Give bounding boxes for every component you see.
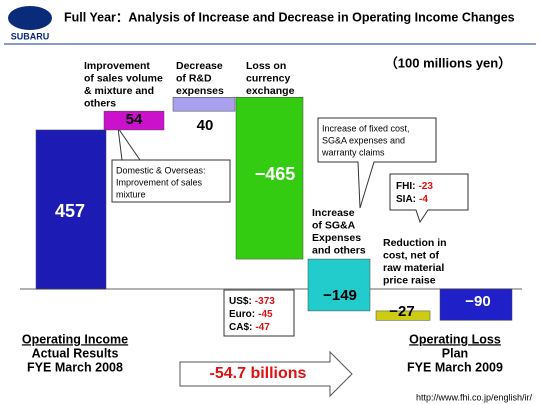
breakdown-name: FHI:	[396, 181, 415, 192]
category-label: of R&D	[176, 72, 212, 84]
category-label: expenses	[176, 85, 224, 97]
annotation: Improvement of sales	[116, 177, 203, 187]
bar	[375, 310, 431, 321]
category-label: Expenses	[312, 232, 361, 244]
category-label: currency	[246, 72, 291, 84]
category-label: Operating Loss	[409, 332, 501, 346]
breakdown: FHI: -23	[396, 181, 433, 192]
category-label: Increase	[312, 207, 355, 219]
category-label: FYE March 2009	[407, 360, 503, 374]
category-label: raw material	[383, 262, 444, 274]
logo-text: SUBARU	[11, 31, 50, 41]
change-label: -54.7 billions	[210, 365, 307, 382]
breakdown-name: US$:	[229, 296, 252, 307]
annotation: warranty claims	[321, 147, 385, 157]
unit: （100 millions yen）	[385, 55, 511, 70]
breakdown: CA$: -47	[229, 322, 270, 333]
category-label: Operating Income	[22, 332, 128, 346]
breakdown-name: SIA:	[396, 194, 416, 205]
breakdown: SIA: -4	[396, 194, 428, 205]
breakdown-name: Euro:	[229, 309, 255, 320]
category-label: of sales volume	[84, 72, 163, 84]
bar	[235, 97, 304, 260]
breakdown-value: -47	[255, 322, 270, 333]
category-label: price raise	[383, 274, 436, 286]
annotation: SG&A expenses and	[322, 135, 405, 145]
category-label: Plan	[442, 346, 468, 360]
value-label: −465	[255, 164, 296, 184]
bar	[307, 258, 371, 312]
category-label: Actual Results	[32, 346, 119, 360]
breakdown-value: -373	[255, 296, 275, 307]
category-label: FYE March 2008	[27, 360, 123, 374]
category-label: Improvement	[84, 60, 150, 72]
breakdown-name: CA$:	[229, 322, 252, 333]
bar	[172, 97, 236, 112]
category-label: others	[84, 97, 116, 109]
breakdown: US$: -373	[229, 296, 275, 307]
bar	[439, 288, 513, 321]
category-label: Decrease	[176, 60, 223, 72]
breakdown: Euro: -45	[229, 309, 273, 320]
bar	[35, 129, 107, 290]
footer-url: http://www.fhi.co.jp/english/ir/	[416, 392, 533, 402]
callout-box	[317, 117, 437, 209]
logo-mark	[8, 6, 52, 30]
breakdown-box	[389, 173, 469, 224]
category-label: exchange	[246, 85, 295, 97]
value-label: 54	[126, 111, 143, 128]
breakdown-box	[223, 289, 295, 337]
category-label: Reduction in	[383, 237, 447, 249]
annotation: mixture	[116, 189, 146, 199]
value-label: 457	[55, 201, 85, 221]
category-label: cost, net of	[383, 249, 440, 261]
annotation: Domestic & Overseas:	[116, 165, 206, 175]
change-arrow	[179, 350, 353, 398]
category-label: Loss on	[246, 60, 286, 72]
annotation: Increase of fixed cost,	[322, 123, 410, 133]
value-label: −27	[389, 303, 414, 320]
value-label: 40	[197, 117, 214, 134]
breakdown-value: -45	[258, 309, 273, 320]
bar	[103, 110, 165, 131]
title: Full Year：Analysis of Increase and Decre…	[64, 10, 515, 24]
value-label: −149	[323, 287, 357, 304]
category-label: of SG&A	[312, 219, 356, 231]
value-label: −90	[465, 293, 490, 310]
breakdown-value: -23	[418, 181, 433, 192]
category-label: and others	[312, 244, 366, 256]
category-label: & mixture and	[84, 85, 154, 97]
breakdown-value: -4	[419, 194, 428, 205]
